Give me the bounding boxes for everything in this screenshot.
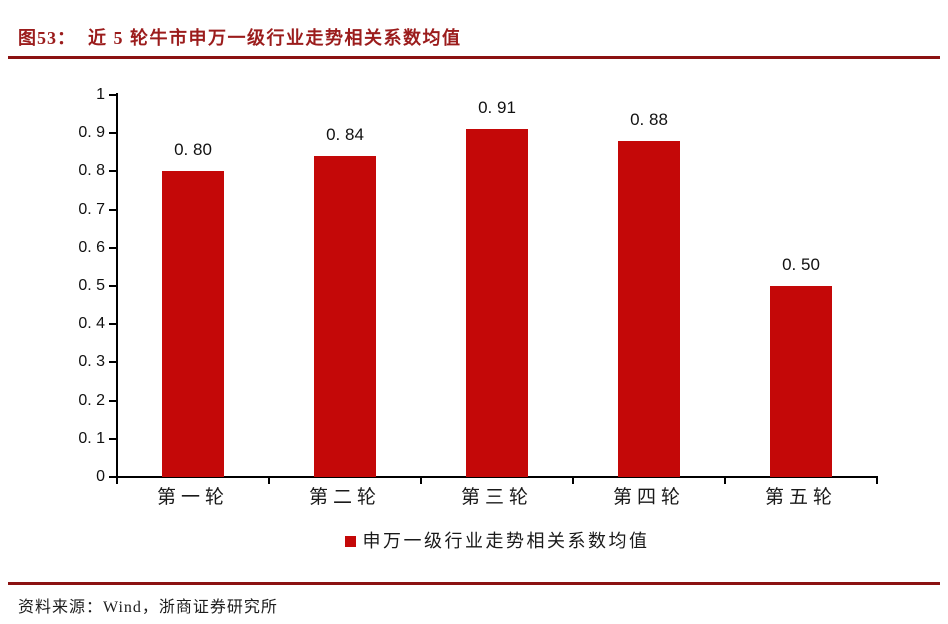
- x-axis-tick: [572, 476, 574, 484]
- y-axis-tick: [109, 399, 117, 402]
- y-axis-tick-label: 0. 1: [78, 429, 105, 447]
- bar: [314, 156, 376, 477]
- x-axis-category-label: 第五轮: [764, 487, 837, 508]
- y-axis-tick-label: 0: [96, 468, 105, 485]
- legend-swatch-icon: [344, 535, 356, 547]
- legend-label: 申万一级行业走势相关系数均值: [362, 531, 650, 551]
- y-axis-tick: [109, 246, 117, 249]
- bar-value-label: 0. 50: [782, 255, 820, 274]
- y-axis-tick: [109, 361, 117, 364]
- bar-value-label: 0. 84: [326, 125, 364, 145]
- y-axis-tick-label: 0. 5: [78, 277, 105, 294]
- source-note: 资料来源：Wind，浙商证券研究所: [18, 599, 278, 616]
- footer-divider-rule: [8, 582, 940, 585]
- bar: [618, 140, 680, 477]
- y-axis-tick-label: 0. 9: [78, 124, 105, 142]
- bar: [466, 129, 528, 477]
- y-axis-tick: [109, 132, 117, 135]
- bar-value-label: 0. 88: [630, 109, 668, 129]
- x-axis-category-label: 第四轮: [612, 487, 685, 508]
- y-axis-tick-label: 0. 7: [78, 200, 105, 218]
- y-axis-tick-label: 0. 4: [78, 315, 105, 333]
- y-axis-tick: [109, 94, 117, 96]
- x-axis-category-label: 第二轮: [308, 487, 381, 508]
- y-axis-tick-label: 0. 2: [78, 391, 105, 409]
- y-axis-tick: [109, 323, 117, 326]
- y-axis-tick: [109, 170, 117, 173]
- bar-value-label: 0. 80: [174, 140, 212, 160]
- legend: 申万一级行业走势相关系数均值: [117, 530, 877, 552]
- figure-title: 近 5 轮牛市申万一级行业走势相关系数均值: [88, 28, 462, 48]
- bar: [770, 286, 832, 477]
- x-axis-category-label: 第一轮: [156, 487, 229, 508]
- y-axis-tick: [109, 208, 117, 211]
- y-axis-tick: [109, 285, 117, 287]
- x-axis-category-label: 第三轮: [460, 487, 533, 508]
- x-axis-line: [116, 476, 878, 478]
- y-axis-tick-label: 0. 6: [78, 238, 105, 256]
- figure-number: 图53：: [18, 28, 76, 48]
- y-axis-line: [116, 93, 118, 478]
- y-axis-tick-label: 0. 3: [78, 353, 105, 371]
- x-axis-tick: [268, 476, 270, 484]
- y-axis-tick-label: 1: [96, 86, 105, 103]
- y-axis-tick: [109, 437, 117, 440]
- header-divider-rule: [8, 56, 940, 59]
- x-axis-tick: [876, 476, 878, 484]
- y-axis-tick-label: 0. 8: [78, 162, 105, 180]
- x-axis-tick: [420, 476, 422, 484]
- x-axis-tick: [116, 476, 118, 484]
- x-axis-tick: [724, 476, 726, 484]
- y-axis-tick: [109, 476, 117, 478]
- bar-value-label: 0. 91: [478, 98, 516, 118]
- bar: [162, 171, 224, 477]
